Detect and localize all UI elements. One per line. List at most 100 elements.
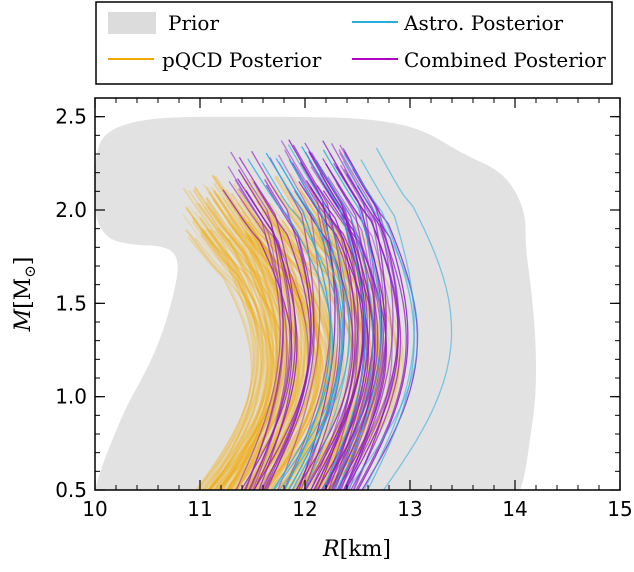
mr-curve — [194, 210, 261, 490]
mr-curve — [198, 215, 263, 490]
mr-curve — [189, 232, 256, 490]
mr-curve — [316, 217, 400, 490]
mr-curve — [375, 147, 453, 490]
mr-curve — [250, 233, 317, 490]
mr-curve — [199, 217, 269, 490]
mr-curve — [237, 178, 298, 490]
mr-curve — [343, 151, 399, 490]
mr-curve — [308, 185, 353, 490]
mr-curve — [239, 199, 303, 490]
y-axis-label: M[M⊙] — [11, 257, 39, 333]
mr-curve — [278, 161, 351, 490]
y-tick-label: 0.5 — [55, 478, 87, 502]
mr-curve — [212, 198, 275, 490]
mr-curve — [322, 149, 382, 490]
mr-curve — [191, 216, 255, 490]
mr-curve — [214, 175, 296, 490]
mr-curve — [199, 227, 266, 490]
mr-curve — [343, 168, 387, 490]
mr-curve — [210, 186, 295, 490]
mr-curve — [244, 235, 320, 490]
mr-curve — [360, 159, 415, 490]
mr-curve — [227, 165, 281, 490]
mr-curve — [213, 182, 278, 490]
x-axis-label: R[km] — [322, 537, 391, 562]
y-axis-label-unit-sub: ⊙ — [21, 265, 39, 278]
mr-curve — [205, 196, 275, 490]
y-axis-label-unit-open: [M — [11, 278, 36, 309]
mr-curve — [182, 213, 260, 490]
mr-curve — [211, 173, 268, 490]
mr-curve — [185, 228, 253, 490]
mr-curve — [200, 234, 269, 490]
x-tick-label: 10 — [82, 497, 107, 521]
mr-curve — [182, 187, 260, 490]
mr-curve — [203, 206, 282, 490]
legend-label-pqcd: pQCD Posterior — [162, 48, 322, 72]
mr-curve — [184, 206, 263, 490]
series-2 — [247, 144, 453, 490]
mr-curve — [227, 214, 289, 490]
mr-curve — [253, 181, 311, 490]
mr-curve — [214, 193, 278, 490]
mr-curve — [205, 196, 270, 490]
mr-curve — [247, 158, 334, 490]
legend-label-prior: Prior — [168, 11, 219, 35]
y-tick-label: 1.5 — [55, 291, 87, 315]
mr-curve — [291, 228, 354, 490]
mr-curve — [261, 210, 328, 490]
legend-label-astro: Astro. Posterior — [403, 11, 564, 35]
mr-curve — [202, 183, 272, 490]
mr-curve — [187, 189, 279, 490]
mr-curve — [327, 176, 377, 490]
mr-curve — [294, 189, 354, 490]
mr-curve — [230, 192, 315, 490]
mr-curve — [265, 209, 322, 490]
y-tick-label: 2.0 — [55, 198, 87, 222]
mr-curve — [187, 236, 277, 490]
mr-curve — [238, 217, 322, 490]
mr-curve — [263, 184, 312, 490]
mr-curve — [193, 185, 283, 490]
mr-curve — [197, 202, 272, 490]
mr-curve — [322, 140, 383, 490]
mr-curve — [261, 162, 343, 490]
mr-curve — [322, 158, 371, 490]
plot-area — [95, 116, 536, 490]
x-tick-label: 12 — [292, 497, 317, 521]
mr-curve — [263, 222, 320, 490]
mr-curve — [249, 178, 330, 490]
mr-curve — [239, 222, 303, 490]
mr-curve — [292, 144, 346, 490]
x-tick-label: 11 — [187, 497, 212, 521]
y-tick-label: 2.5 — [55, 105, 87, 129]
mr-curve — [301, 146, 366, 490]
x-tick-label: 15 — [607, 497, 632, 521]
mr-curve — [205, 228, 270, 490]
mr-curve — [314, 159, 374, 490]
mr-curve — [299, 162, 364, 490]
mr-curve — [311, 152, 359, 490]
mr-curve — [237, 169, 284, 490]
mr-curve — [339, 164, 385, 490]
mr-curve — [208, 191, 286, 490]
mr-curve — [228, 197, 287, 490]
mr-curve — [202, 228, 258, 490]
mr-curve — [265, 152, 331, 490]
y-axis-label-unit-close: ] — [11, 257, 36, 266]
plot-frame — [94, 97, 621, 491]
legend-frame — [95, 1, 613, 85]
y-axis-label-var: M — [11, 308, 36, 332]
mr-curve — [242, 216, 300, 490]
mr-curve — [192, 189, 264, 490]
mr-curve — [206, 205, 272, 490]
mr-curve — [238, 157, 296, 490]
mr-curve — [245, 178, 320, 490]
mr-curve — [212, 190, 292, 490]
legend-swatch-prior — [108, 12, 156, 34]
mr-curve — [188, 204, 259, 490]
mr-curve — [242, 185, 303, 490]
mr-curve — [194, 202, 274, 490]
mr-curve — [308, 160, 360, 490]
